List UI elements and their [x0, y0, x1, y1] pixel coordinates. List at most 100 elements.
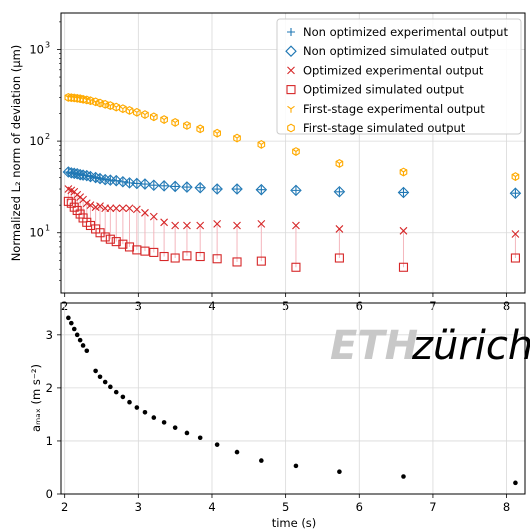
point-plus — [160, 181, 169, 190]
point-square-shape — [63, 196, 73, 206]
point-x — [335, 225, 344, 233]
point-x — [213, 219, 222, 228]
point-hexagon — [257, 139, 266, 149]
point-hexagon-shape — [133, 107, 141, 117]
bottom-chart-ticks: 2 3 4 5 6 7 8 0 1 2 3 — [46, 328, 511, 514]
amax-point — [127, 399, 132, 405]
point-hexagon — [511, 172, 520, 182]
point-x — [118, 204, 127, 213]
legend-label: Non optimized simulated output — [303, 44, 489, 58]
amax-point-shape — [77, 337, 83, 343]
logo-eth: ETH — [330, 323, 418, 369]
point-x — [171, 221, 180, 230]
amax-point-shape — [127, 399, 132, 405]
point-x-shape — [171, 221, 180, 230]
point-x — [132, 205, 141, 214]
point-square-shape — [111, 237, 121, 247]
top-ytick-label: 10 — [29, 226, 44, 240]
point-tri_down-shape — [119, 105, 127, 113]
top-ytick-label: 10 — [29, 134, 44, 148]
point-diamond-shape — [397, 186, 410, 199]
top-chart-stems — [67, 189, 516, 268]
point-plus — [399, 188, 408, 197]
point-hexagon — [125, 106, 134, 115]
amax-point-shape — [80, 343, 86, 348]
point-hexagon — [106, 101, 115, 111]
point-square-shape — [124, 242, 135, 252]
point-hexagon — [149, 112, 158, 122]
amax-point — [293, 463, 299, 469]
bottom-xtick-label: 5 — [282, 500, 289, 514]
point-hexagon-shape — [149, 112, 158, 122]
point-diamond — [397, 186, 410, 199]
point-hexagon-shape — [196, 124, 205, 134]
point-hexagon-shape — [112, 102, 121, 112]
point-hexagon-shape — [141, 110, 149, 119]
point-plus-shape — [213, 185, 222, 194]
point-x — [399, 226, 408, 235]
point-square-shape — [118, 239, 128, 249]
point-hexagon — [133, 107, 141, 117]
point-square — [111, 237, 121, 247]
amax-point-shape — [97, 374, 103, 380]
point-plus-shape — [257, 185, 266, 194]
amax-point-shape — [161, 420, 167, 425]
legend-marker-square-shape — [286, 85, 296, 95]
point-x — [257, 219, 266, 228]
point-x-shape — [196, 221, 205, 230]
amax-point — [172, 425, 178, 430]
point-diamond — [211, 183, 223, 195]
point-hexagon-shape — [106, 101, 115, 111]
point-diamond — [333, 185, 346, 198]
series-diamond — [62, 166, 522, 199]
amax-point — [134, 405, 140, 410]
amax-point-shape — [84, 348, 90, 354]
point-diamond — [117, 175, 129, 188]
point-square-shape — [334, 253, 344, 263]
point-plus-shape — [182, 183, 191, 192]
point-diamond — [158, 180, 170, 192]
point-square — [69, 202, 79, 212]
point-tri_down — [213, 130, 221, 138]
legend-label: Optimized simulated output — [303, 83, 464, 97]
point-x-shape — [106, 204, 115, 213]
bottom-ytick-label: 1 — [46, 434, 53, 448]
amax-point — [197, 435, 203, 441]
point-square — [232, 257, 242, 267]
point-hexagon-shape — [213, 128, 221, 138]
point-diamond-shape — [131, 177, 143, 190]
point-tri_down-shape — [213, 130, 221, 138]
point-plus-shape — [399, 188, 408, 197]
point-plus-shape — [140, 180, 149, 189]
point-hexagon-shape — [511, 172, 520, 182]
point-square — [291, 262, 301, 272]
point-x-shape — [118, 204, 127, 213]
point-tri_down-shape — [399, 169, 408, 177]
point-square-shape — [195, 251, 205, 262]
point-hexagon-shape — [257, 139, 266, 149]
point-diamond-shape — [169, 180, 181, 193]
legend-marker-plus-shape — [287, 28, 295, 36]
amax-point-shape — [108, 384, 113, 390]
point-square-shape — [398, 262, 409, 272]
point-hexagon — [335, 159, 344, 168]
point-hexagon — [141, 110, 149, 119]
amax-point-shape — [513, 480, 518, 486]
amax-point-shape — [74, 332, 80, 338]
point-diamond — [231, 183, 243, 195]
point-tri_down-shape — [196, 125, 205, 133]
point-diamond — [77, 169, 89, 181]
point-diamond — [110, 174, 123, 187]
point-square — [510, 253, 520, 263]
point-diamond — [148, 179, 160, 192]
point-square-shape — [149, 247, 159, 257]
amax-point-shape — [93, 368, 98, 374]
amax-point — [84, 348, 90, 354]
point-plus-shape — [233, 185, 242, 194]
point-square-shape — [100, 232, 110, 242]
series-hexagon — [64, 92, 520, 182]
point-x-shape — [82, 199, 91, 208]
point-square — [159, 251, 169, 262]
